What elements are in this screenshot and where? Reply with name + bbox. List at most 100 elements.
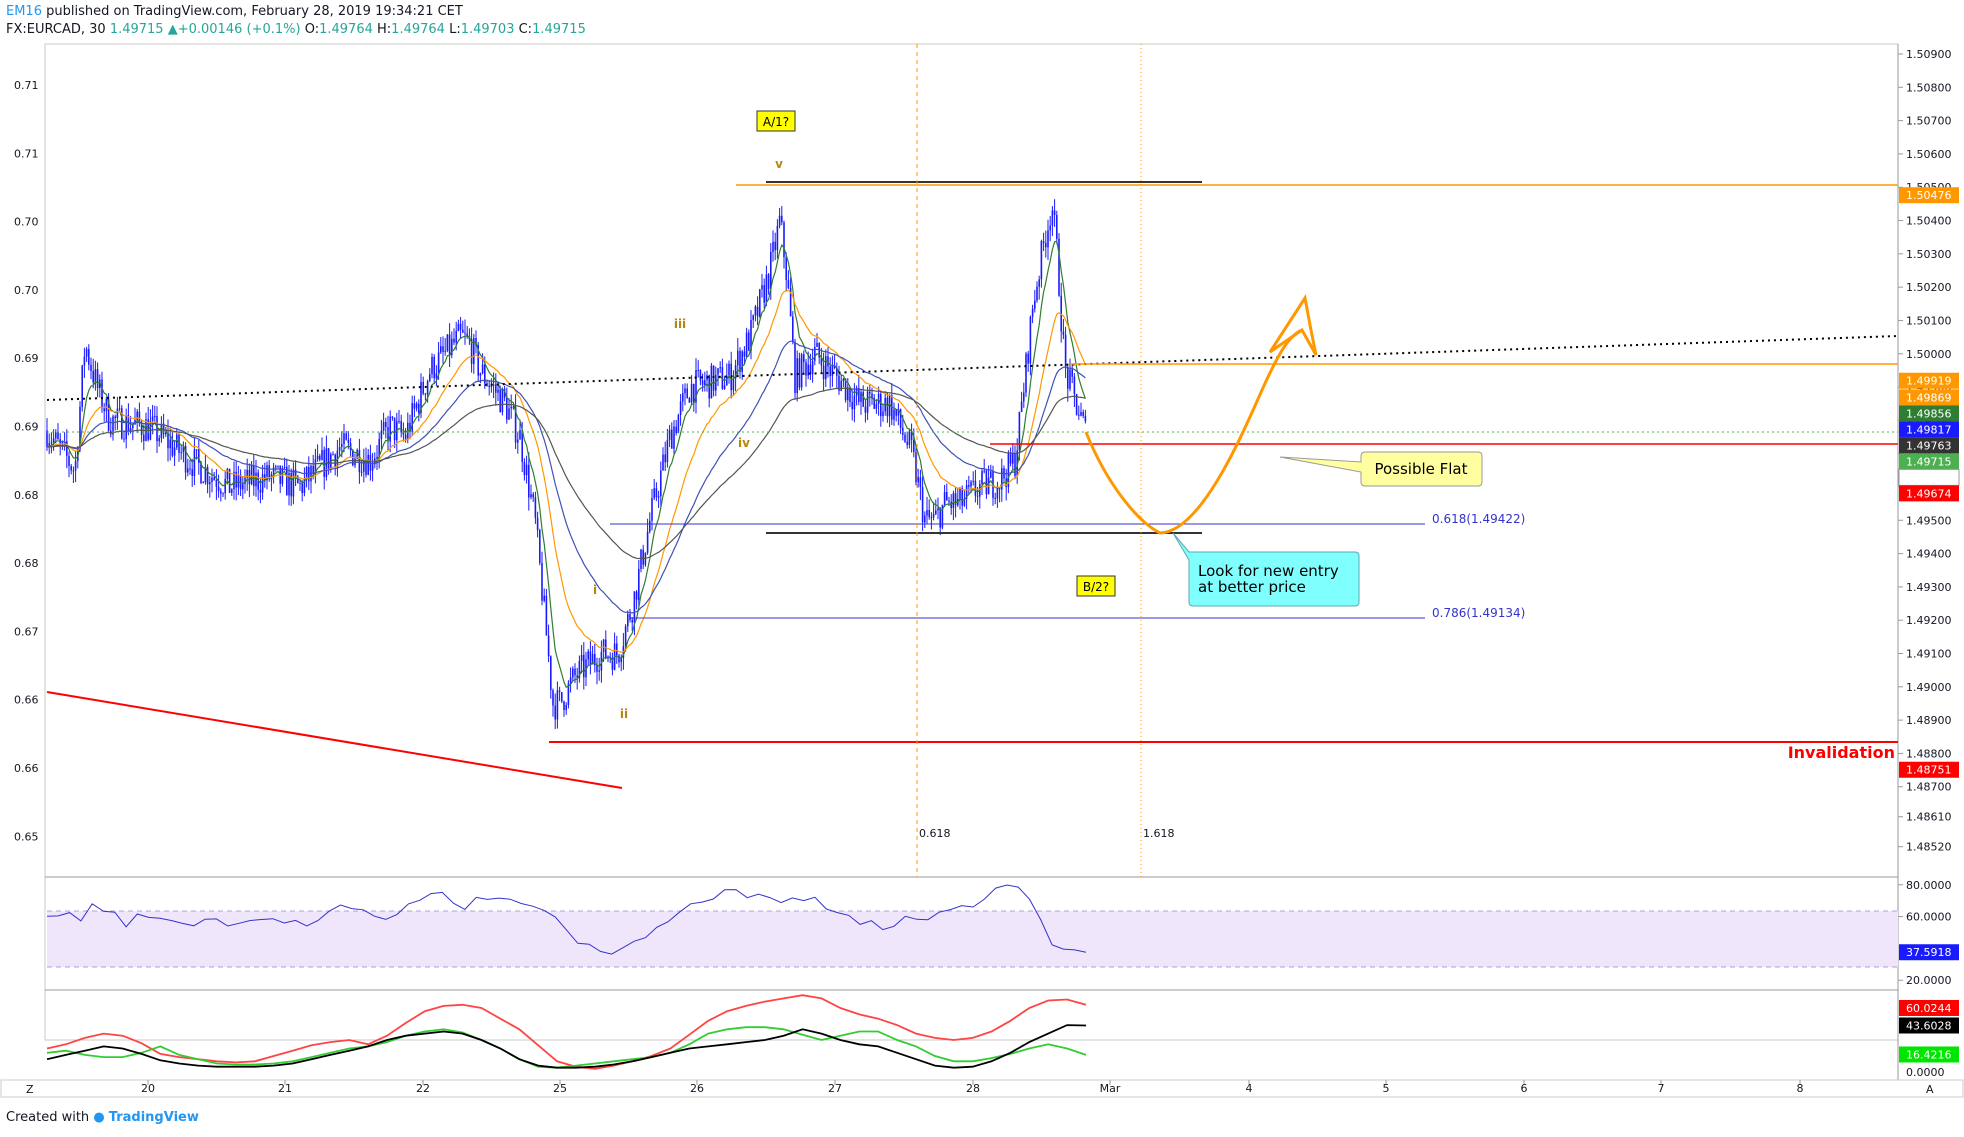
candle-body: [805, 362, 807, 376]
candle-body: [767, 274, 770, 289]
candle-body: [1047, 230, 1049, 248]
candle-body: [682, 393, 684, 402]
candle-body: [266, 465, 268, 481]
candle-body: [268, 465, 270, 480]
candle-body: [303, 478, 306, 494]
candle-body: [85, 349, 88, 357]
candle-body: [499, 389, 501, 413]
candle-body: [413, 403, 416, 409]
candle-body: [781, 215, 783, 223]
candle-body: [1064, 334, 1067, 368]
candle-body: [244, 477, 246, 484]
candle-body: [976, 495, 979, 497]
candle-body: [1075, 394, 1078, 415]
candle-body: [792, 316, 794, 342]
auto-scale-button[interactable]: A: [1926, 1083, 1934, 1096]
candle-body: [858, 388, 860, 402]
time-axis-label: 22: [416, 1082, 430, 1095]
price-tag: [1899, 389, 1959, 406]
tradingview-brand[interactable]: TradingView: [108, 1110, 199, 1125]
time-axis-label: 25: [553, 1082, 567, 1095]
symbol-name: FX:EURCAD, 30: [6, 22, 106, 37]
candle-body: [277, 465, 279, 467]
zoom-z-button[interactable]: Z: [26, 1083, 34, 1096]
candle-body: [134, 419, 136, 425]
price-tag-label: 1.49715: [1906, 455, 1952, 468]
wave-label-box: [756, 110, 796, 132]
possible-flat-callout: [1279, 451, 1483, 487]
candle-body: [1023, 392, 1025, 402]
candle-body: [943, 492, 946, 505]
publisher-name[interactable]: EM16: [6, 4, 42, 19]
candle-body: [737, 350, 739, 366]
candle-body: [829, 366, 831, 376]
candle-body: [866, 391, 869, 413]
candle-body: [385, 422, 387, 427]
moving-averages: [46, 240, 1086, 688]
price-tag: [1899, 187, 1959, 204]
candle-body: [118, 408, 121, 410]
candle-body: [847, 387, 849, 401]
candle-body: [281, 467, 284, 484]
price-tag-label: 1.49817: [1906, 423, 1952, 436]
candle-body: [888, 395, 891, 417]
candle-body: [224, 478, 226, 494]
candle-body: [547, 635, 550, 657]
candle-body: [275, 466, 277, 468]
candle-body: [426, 380, 429, 395]
projected-arrow-head: [1268, 294, 1318, 356]
candle-body: [446, 334, 449, 351]
candle-body: [215, 479, 218, 487]
right-axis-label: 1.49300: [1906, 581, 1952, 594]
candle-body: [484, 364, 486, 384]
candle-body: [365, 460, 367, 475]
candle-body: [1001, 468, 1003, 490]
adx-last-value: 43.6028: [1906, 1019, 1952, 1032]
candle-body: [398, 420, 400, 422]
candle-body: [107, 398, 110, 431]
candle-body: [990, 471, 992, 478]
candle-body: [580, 654, 583, 661]
candle-body: [217, 486, 220, 491]
candle-body: [776, 225, 779, 251]
time-axis-label: Mar: [1100, 1082, 1121, 1095]
candle-body: [501, 388, 504, 413]
candle-body: [90, 364, 92, 371]
candle-body: [312, 465, 314, 474]
candle-body: [809, 364, 812, 375]
candle-body: [763, 285, 765, 303]
candle-body: [748, 332, 750, 351]
candle-body: [1084, 415, 1087, 422]
candle-body: [1067, 367, 1069, 389]
price-tags: 1.50476 1.49919 1.49869 1.49856 1.49817 1.497…: [1898, 187, 1960, 778]
candle-body: [103, 408, 105, 412]
candle-body: [908, 431, 911, 445]
candle-body: [875, 403, 878, 409]
candle-body: [1062, 331, 1065, 335]
wave-label-a1: A/1?: [763, 115, 789, 129]
candle-body: [1045, 242, 1047, 248]
candle-body: [424, 393, 427, 395]
candle-body: [473, 338, 475, 364]
candle-body: [510, 406, 512, 409]
candle-body: [695, 369, 697, 403]
candle-body: [699, 370, 702, 381]
candle-body: [512, 406, 515, 408]
candle-body: [226, 468, 229, 479]
candle-body: [209, 482, 211, 485]
candle-body: [356, 449, 358, 459]
candle-body: [389, 416, 391, 442]
candle-body: [635, 591, 638, 600]
candle-body: [165, 432, 167, 435]
time-axis-label: 6: [1521, 1082, 1528, 1095]
candle-body: [136, 411, 138, 420]
candle-body: [235, 471, 237, 488]
candle-body: [963, 498, 966, 506]
left-axis-label: 0.66: [14, 694, 39, 707]
candle-body: [442, 346, 444, 352]
rsi-axis-label: 60.0000: [1906, 911, 1952, 924]
candle-body: [470, 339, 473, 364]
adx-last-value: 60.0244: [1906, 1002, 1952, 1015]
candle-body: [402, 432, 405, 435]
